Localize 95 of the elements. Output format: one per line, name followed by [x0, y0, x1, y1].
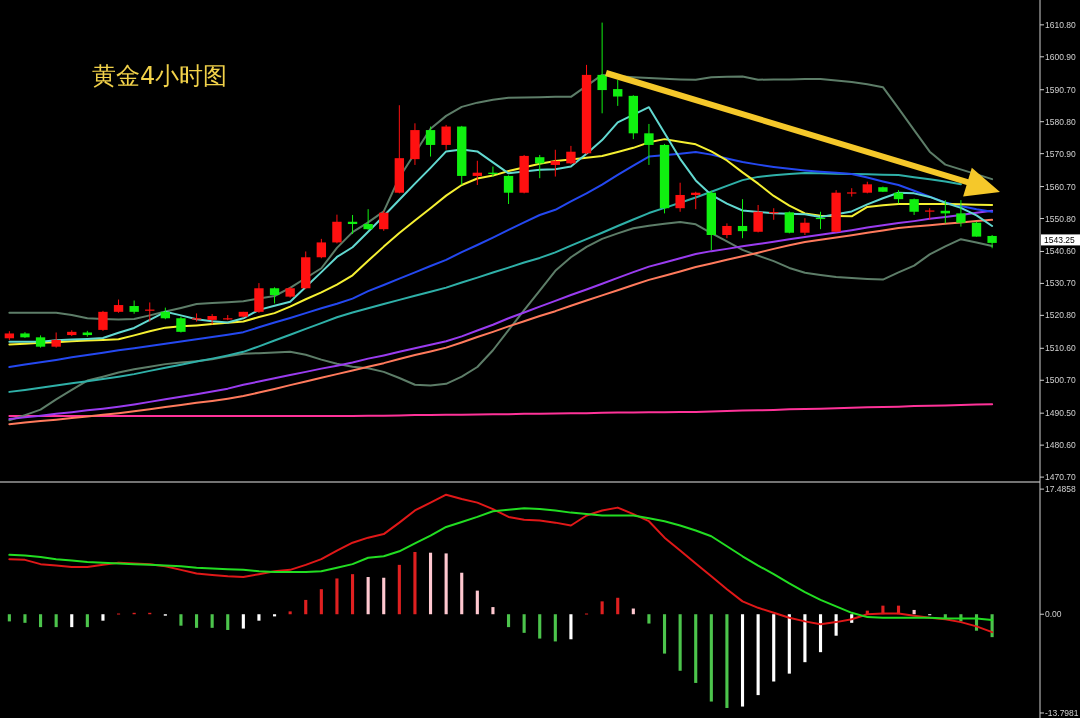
- y-tick-label: 17.4858: [1045, 484, 1076, 495]
- candlestick: [441, 124, 451, 151]
- candlestick: [379, 210, 389, 232]
- bar: [694, 614, 698, 683]
- bar: [709, 614, 713, 702]
- bar: [600, 601, 604, 615]
- bar: [522, 614, 526, 633]
- y-tick-label: 0.00: [1045, 609, 1062, 620]
- y-tick-label: 1520.80: [1045, 310, 1076, 321]
- bar: [725, 614, 729, 708]
- bar: [803, 614, 807, 663]
- candlestick: [472, 160, 483, 186]
- bar: [54, 614, 58, 628]
- text: 黄金4小时图: [92, 62, 228, 90]
- bar: [491, 607, 495, 615]
- candlestick: [207, 313, 217, 325]
- candlestick: [566, 145, 576, 165]
- bar: [85, 614, 89, 628]
- bar: [740, 614, 745, 707]
- line-series: [8, 507, 994, 621]
- candlestick: [535, 154, 545, 179]
- bar: [818, 614, 823, 653]
- bar: [506, 614, 511, 628]
- bar: [288, 611, 292, 615]
- y-tick-label: 1550.80: [1045, 213, 1076, 224]
- bar: [101, 614, 105, 621]
- bar: [772, 614, 776, 682]
- y-tick-label: 1600.90: [1045, 51, 1076, 62]
- bar: [226, 614, 230, 630]
- candlestick: [363, 208, 373, 231]
- y-tick-label: -13.7981: [1045, 707, 1079, 718]
- y-tick-label: 1540.60: [1045, 246, 1076, 257]
- candlestick: [254, 282, 264, 314]
- bar: [210, 614, 214, 628]
- bar: [553, 614, 557, 642]
- bar: [444, 553, 448, 615]
- text: 1543.25: [1044, 234, 1075, 245]
- candlestick: [753, 204, 763, 233]
- y-tick-label: 1510.60: [1045, 343, 1076, 354]
- bar: [538, 614, 542, 639]
- bar: [382, 577, 386, 615]
- bar: [834, 614, 838, 636]
- bar: [397, 564, 401, 615]
- bar: [366, 577, 370, 615]
- y-tick-label: 1590.70: [1045, 84, 1076, 95]
- candlestick: [425, 126, 436, 158]
- bar: [428, 552, 433, 615]
- bar: [475, 590, 479, 615]
- y-tick-label: 1610.80: [1045, 19, 1076, 30]
- candlestick: [644, 123, 654, 166]
- y-tick-label: 1570.90: [1045, 148, 1076, 159]
- bar: [787, 614, 791, 674]
- bar: [319, 589, 323, 615]
- line-series: [8, 403, 994, 418]
- bar: [756, 614, 760, 696]
- bar: [241, 614, 245, 629]
- candlestick: [597, 22, 607, 114]
- y-tick-label: 1560.70: [1045, 181, 1076, 192]
- bar: [194, 614, 199, 628]
- bar: [413, 551, 417, 615]
- candlestick: [550, 149, 561, 178]
- line-series: [8, 172, 962, 393]
- bar: [7, 614, 11, 622]
- bar: [616, 597, 620, 615]
- y-tick-label: 1500.70: [1045, 375, 1076, 386]
- bar: [569, 614, 573, 640]
- y-tick-label: 1490.50: [1045, 408, 1076, 419]
- bar: [350, 574, 355, 615]
- bar: [335, 578, 339, 615]
- candlestick: [98, 310, 108, 332]
- bar: [23, 614, 27, 623]
- bar: [304, 599, 308, 615]
- candlestick: [316, 238, 327, 259]
- candlestick: [987, 234, 997, 249]
- y-tick-label: 1470.70: [1045, 472, 1076, 483]
- candlestick: [503, 174, 514, 205]
- bar: [460, 572, 464, 615]
- candlestick: [332, 214, 342, 244]
- bar: [678, 614, 682, 671]
- y-tick-label: 1480.60: [1045, 440, 1076, 451]
- bar: [257, 614, 261, 621]
- line-series: [8, 151, 994, 369]
- candlestick: [613, 79, 623, 107]
- y-tick-label: 1580.80: [1045, 116, 1076, 127]
- candlestick: [956, 199, 966, 228]
- bar: [39, 614, 43, 628]
- y-tick-label: 1530.70: [1045, 278, 1076, 289]
- candlestick: [675, 182, 685, 213]
- bar: [912, 609, 916, 615]
- bar: [70, 614, 74, 628]
- bar: [647, 614, 651, 624]
- bar: [179, 614, 183, 626]
- line-series: [8, 493, 994, 634]
- bar: [662, 614, 667, 654]
- candlestick: [737, 198, 748, 239]
